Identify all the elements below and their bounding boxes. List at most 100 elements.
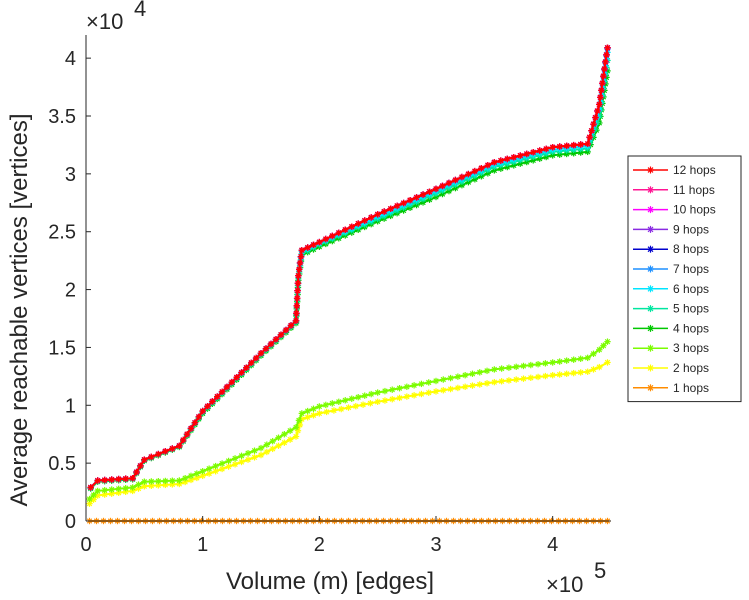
data-point xyxy=(187,425,195,432)
data-point xyxy=(141,456,148,463)
legend-label: 11 hops xyxy=(673,183,715,197)
data-point xyxy=(322,235,330,243)
data-point xyxy=(527,361,534,369)
data-point xyxy=(549,144,556,151)
data-point xyxy=(180,436,187,444)
data-point xyxy=(225,463,232,470)
axes xyxy=(85,35,611,522)
data-point xyxy=(523,150,530,158)
x-multiplier: ×10 5 xyxy=(546,558,606,597)
x-axis-label: Volume (m) [edges] xyxy=(226,568,434,595)
data-point xyxy=(248,359,255,367)
data-point xyxy=(410,382,418,389)
data-point xyxy=(465,170,472,178)
data-point xyxy=(169,477,176,484)
legend-marker xyxy=(647,344,654,352)
data-point xyxy=(101,476,108,484)
legend-marker xyxy=(647,364,654,372)
data-point xyxy=(294,287,301,294)
data-point xyxy=(162,448,169,455)
data-point xyxy=(505,364,513,371)
data-point xyxy=(316,238,323,246)
data-point xyxy=(294,280,302,287)
legend-item: 4 hops xyxy=(633,321,709,335)
data-point xyxy=(214,393,221,400)
series-7-hops xyxy=(87,45,611,491)
data-point xyxy=(483,380,491,387)
x-multiplier-exponent: 5 xyxy=(594,558,606,583)
data-point xyxy=(604,359,611,366)
data-point xyxy=(447,385,454,393)
series-3-hops xyxy=(86,338,611,503)
data-point xyxy=(374,389,381,396)
data-point xyxy=(549,359,556,366)
data-point xyxy=(389,386,396,393)
data-point xyxy=(432,377,440,385)
data-point xyxy=(277,331,285,338)
legend-item: 5 hops xyxy=(633,302,709,316)
data-point xyxy=(454,384,462,392)
data-point xyxy=(592,114,599,121)
y-tick-label: 0 xyxy=(65,511,76,533)
data-point xyxy=(491,159,498,166)
legend-marker xyxy=(647,324,654,332)
data-point xyxy=(267,340,275,348)
legend-label: 6 hops xyxy=(673,282,709,296)
legend-marker xyxy=(647,166,654,174)
data-point xyxy=(374,398,381,406)
data-point xyxy=(94,477,101,484)
legend-item: 11 hops xyxy=(633,183,715,197)
data-point xyxy=(348,395,355,402)
data-point xyxy=(231,455,239,462)
data-point xyxy=(329,400,336,407)
data-point xyxy=(400,199,407,207)
data-point xyxy=(295,272,302,279)
legend-label: 5 hops xyxy=(673,302,709,316)
legend: 12 hops 11 hops 10 hops 9 hops 8 hops 7 hops 6… xyxy=(627,155,742,403)
y-tick-label: 3 xyxy=(65,164,76,186)
series-line xyxy=(89,70,609,490)
data-point xyxy=(590,350,597,357)
legend-item: 10 hops xyxy=(633,203,716,217)
data-point xyxy=(403,393,411,400)
data-point xyxy=(469,370,476,377)
data-point xyxy=(597,94,604,101)
ticks: 0 1 2 3 4 0 0.5 1 1.5 2 2.5 3 3.5 4 xyxy=(48,48,558,556)
y-multiplier: ×10 4 xyxy=(86,0,146,34)
data-point xyxy=(183,431,191,438)
data-point xyxy=(418,380,425,388)
data-point xyxy=(584,354,591,362)
series-4-hops xyxy=(87,67,611,492)
data-point xyxy=(269,437,276,445)
data-point xyxy=(338,405,345,413)
data-point xyxy=(577,141,584,148)
data-point xyxy=(243,364,250,371)
legend-item: 9 hops xyxy=(633,222,709,236)
legend-label: 9 hops xyxy=(673,222,709,236)
series-line xyxy=(89,47,609,489)
y-axis-label: Average reachable vertices [vertices] xyxy=(6,113,33,506)
data-point xyxy=(570,141,577,149)
data-point xyxy=(292,433,300,440)
series-line xyxy=(89,47,609,489)
data-point xyxy=(570,356,577,363)
legend-label: 8 hops xyxy=(673,242,709,256)
series-line xyxy=(89,48,609,489)
data-point xyxy=(542,360,549,367)
data-point xyxy=(359,401,367,408)
data-point xyxy=(304,407,311,415)
series-9-hops xyxy=(87,44,611,491)
series-line xyxy=(89,60,609,489)
data-point xyxy=(316,403,323,410)
data-point xyxy=(590,366,597,373)
data-point xyxy=(604,338,611,345)
data-point xyxy=(342,397,349,404)
data-point xyxy=(295,417,303,424)
data-point xyxy=(292,424,300,431)
data-point xyxy=(251,447,258,454)
data-point xyxy=(403,383,411,390)
data-point xyxy=(396,385,403,392)
data-point xyxy=(563,142,570,150)
data-point xyxy=(484,162,492,169)
